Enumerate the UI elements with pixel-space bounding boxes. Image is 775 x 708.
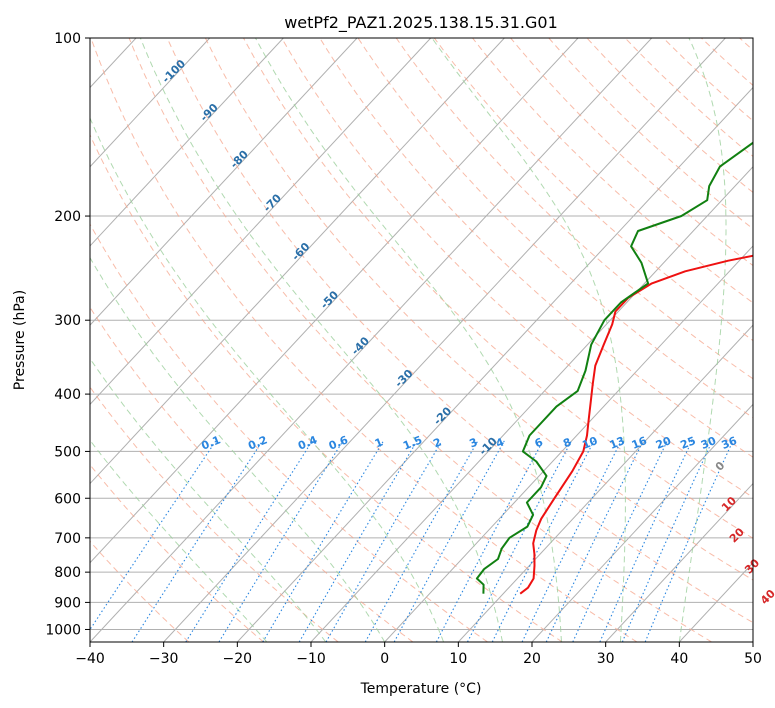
mixing-ratio-label: 1 [373,436,385,451]
isotherm-line [531,403,753,642]
plot-frame [89,37,754,643]
moist-adiabat-line [90,357,327,642]
mixing-ratio-line [621,440,713,642]
dry-adiabat-line [90,133,563,642]
mixing-ratio-label: 8 [561,436,573,451]
mixing-ratio-line [572,440,668,642]
moist-adiabat-line [678,38,727,642]
dry-adiabat-line [395,38,753,380]
mixing-ratio-line [325,440,443,642]
mixing-ratio-line [185,440,313,642]
x-tick-label: 0 [380,651,389,667]
isotherm-line [236,86,753,642]
mixing-ratio-label: 20 [654,434,673,452]
profile-lines [475,141,753,595]
y-tick-label: 100 [54,31,81,47]
mixing-ratio-line [90,440,217,631]
y-tick-label: 400 [54,387,81,403]
y-tick-label: 800 [54,565,81,581]
chart-title: wetPf2_PAZ1.2025.138.15.31.G01 [284,13,558,33]
isotherm-line [90,38,358,326]
mixing-ratio-line [218,440,344,642]
mixing-ratio-label: 10 [580,434,599,452]
mixing-ratio-line [298,440,418,642]
x-tick-label: 50 [744,651,762,667]
temperature-line [519,254,753,595]
isotherm-line [457,324,753,642]
mixing-ratio-line [262,440,384,642]
mixing-ratio-label: 2 [431,436,443,451]
dry-adiabat-line [166,38,753,624]
mixing-ratio-label: 25 [679,434,698,452]
mixing-ratio-line [644,440,734,642]
mixing-ratio-label: 30 [699,434,718,452]
y-tick-label: 200 [54,209,81,225]
y-tick-label: 500 [54,444,81,460]
y-tick-label: 900 [54,595,81,611]
dry-adiabat-line [433,38,753,342]
isotherm-line [310,165,753,642]
dry-adiabat-line [204,38,753,581]
dry-adiabat-line [128,38,712,642]
moist-adiabat-line [139,38,503,642]
mixing-ratio-line [521,440,622,642]
mixing-ratio-label: 16 [630,434,649,452]
moist-adiabat-line [90,116,445,642]
isotherm-line [90,38,211,168]
y-tick-label: 700 [54,531,81,547]
x-tick-label: −40 [75,651,105,667]
mixing-ratio-label: 13 [608,434,627,452]
isotherm-line [90,38,284,247]
x-tick-label: 30 [597,651,615,667]
mixing-ratio-line [491,440,595,642]
mixing-ratio-line [131,440,263,642]
y-axis: 100 200 300 400 500 600 700 800 900 1000 [45,31,90,638]
dry-adiabat-line [243,38,753,539]
x-tick-label: 10 [449,651,467,667]
moist-adiabat-line [255,38,562,642]
background-lines [90,38,753,642]
y-tick-label: 600 [54,491,81,507]
x-tick-label: −10 [296,651,326,667]
x-tick-label: 40 [670,651,688,667]
x-tick-label: −30 [149,651,179,667]
x-tick-label: −20 [223,651,253,667]
mixing-ratio-line [393,440,505,642]
moist-adiabat-line [431,38,626,642]
mixing-ratio-label: 3 [467,436,479,451]
dry-adiabat-line [281,38,753,498]
isotherm-line [384,245,753,642]
x-axis: −40 −30 −20 −10 0 10 20 30 40 50 [75,642,762,667]
x-tick-label: 20 [523,651,541,667]
mixing-ratio-label: 36 [720,434,739,452]
isotherm-line [605,482,753,642]
y-tick-label: 300 [54,313,81,329]
dry-adiabat-line [90,38,638,642]
y-axis-label: Pressure (hPa) [12,290,28,390]
dewpoint-line [475,141,753,594]
dry-adiabat-line [90,463,264,642]
isotherm-line [90,38,505,485]
dry-adiabat-line [472,38,753,304]
x-axis-label: Temperature (°C) [360,681,482,697]
isotherm-line [90,38,432,406]
mixing-ratio-line [599,440,693,642]
dry-adiabat-line [90,540,190,642]
y-tick-label: 1000 [45,622,81,638]
mixing-ratio-line [364,440,479,642]
isotherm-line [90,38,653,642]
isotherm-line [90,38,579,564]
dry-adiabat-line [90,223,488,642]
isotherm-line [163,38,726,642]
